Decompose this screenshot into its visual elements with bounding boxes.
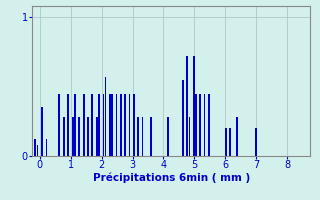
Bar <box>109 94 111 156</box>
Bar <box>105 77 107 156</box>
Bar <box>150 117 152 156</box>
Bar <box>67 94 69 156</box>
Bar <box>182 80 184 156</box>
Bar <box>124 94 126 156</box>
X-axis label: Précipitations 6min ( mm ): Précipitations 6min ( mm ) <box>92 173 250 183</box>
Bar <box>46 139 47 156</box>
Bar <box>199 94 201 156</box>
Bar <box>120 94 122 156</box>
Bar <box>34 139 36 156</box>
Bar <box>204 94 205 156</box>
Bar <box>83 94 84 156</box>
Bar <box>72 117 74 156</box>
Bar <box>225 128 227 156</box>
Bar <box>74 94 76 156</box>
Bar <box>255 128 257 156</box>
Bar <box>193 56 195 156</box>
Bar <box>141 117 143 156</box>
Bar <box>87 117 89 156</box>
Bar <box>137 117 139 156</box>
Bar <box>195 94 197 156</box>
Bar <box>111 94 113 156</box>
Bar <box>187 56 188 156</box>
Bar <box>58 94 60 156</box>
Bar <box>208 94 210 156</box>
Bar <box>103 94 104 156</box>
Bar <box>116 94 117 156</box>
Bar <box>133 94 135 156</box>
Bar <box>37 145 38 156</box>
Bar <box>236 117 238 156</box>
Bar <box>188 117 190 156</box>
Bar <box>92 94 93 156</box>
Bar <box>41 107 43 156</box>
Bar <box>96 117 98 156</box>
Bar <box>98 94 100 156</box>
Bar <box>129 94 130 156</box>
Bar <box>78 117 80 156</box>
Bar <box>167 117 169 156</box>
Bar <box>229 128 231 156</box>
Bar <box>63 117 65 156</box>
